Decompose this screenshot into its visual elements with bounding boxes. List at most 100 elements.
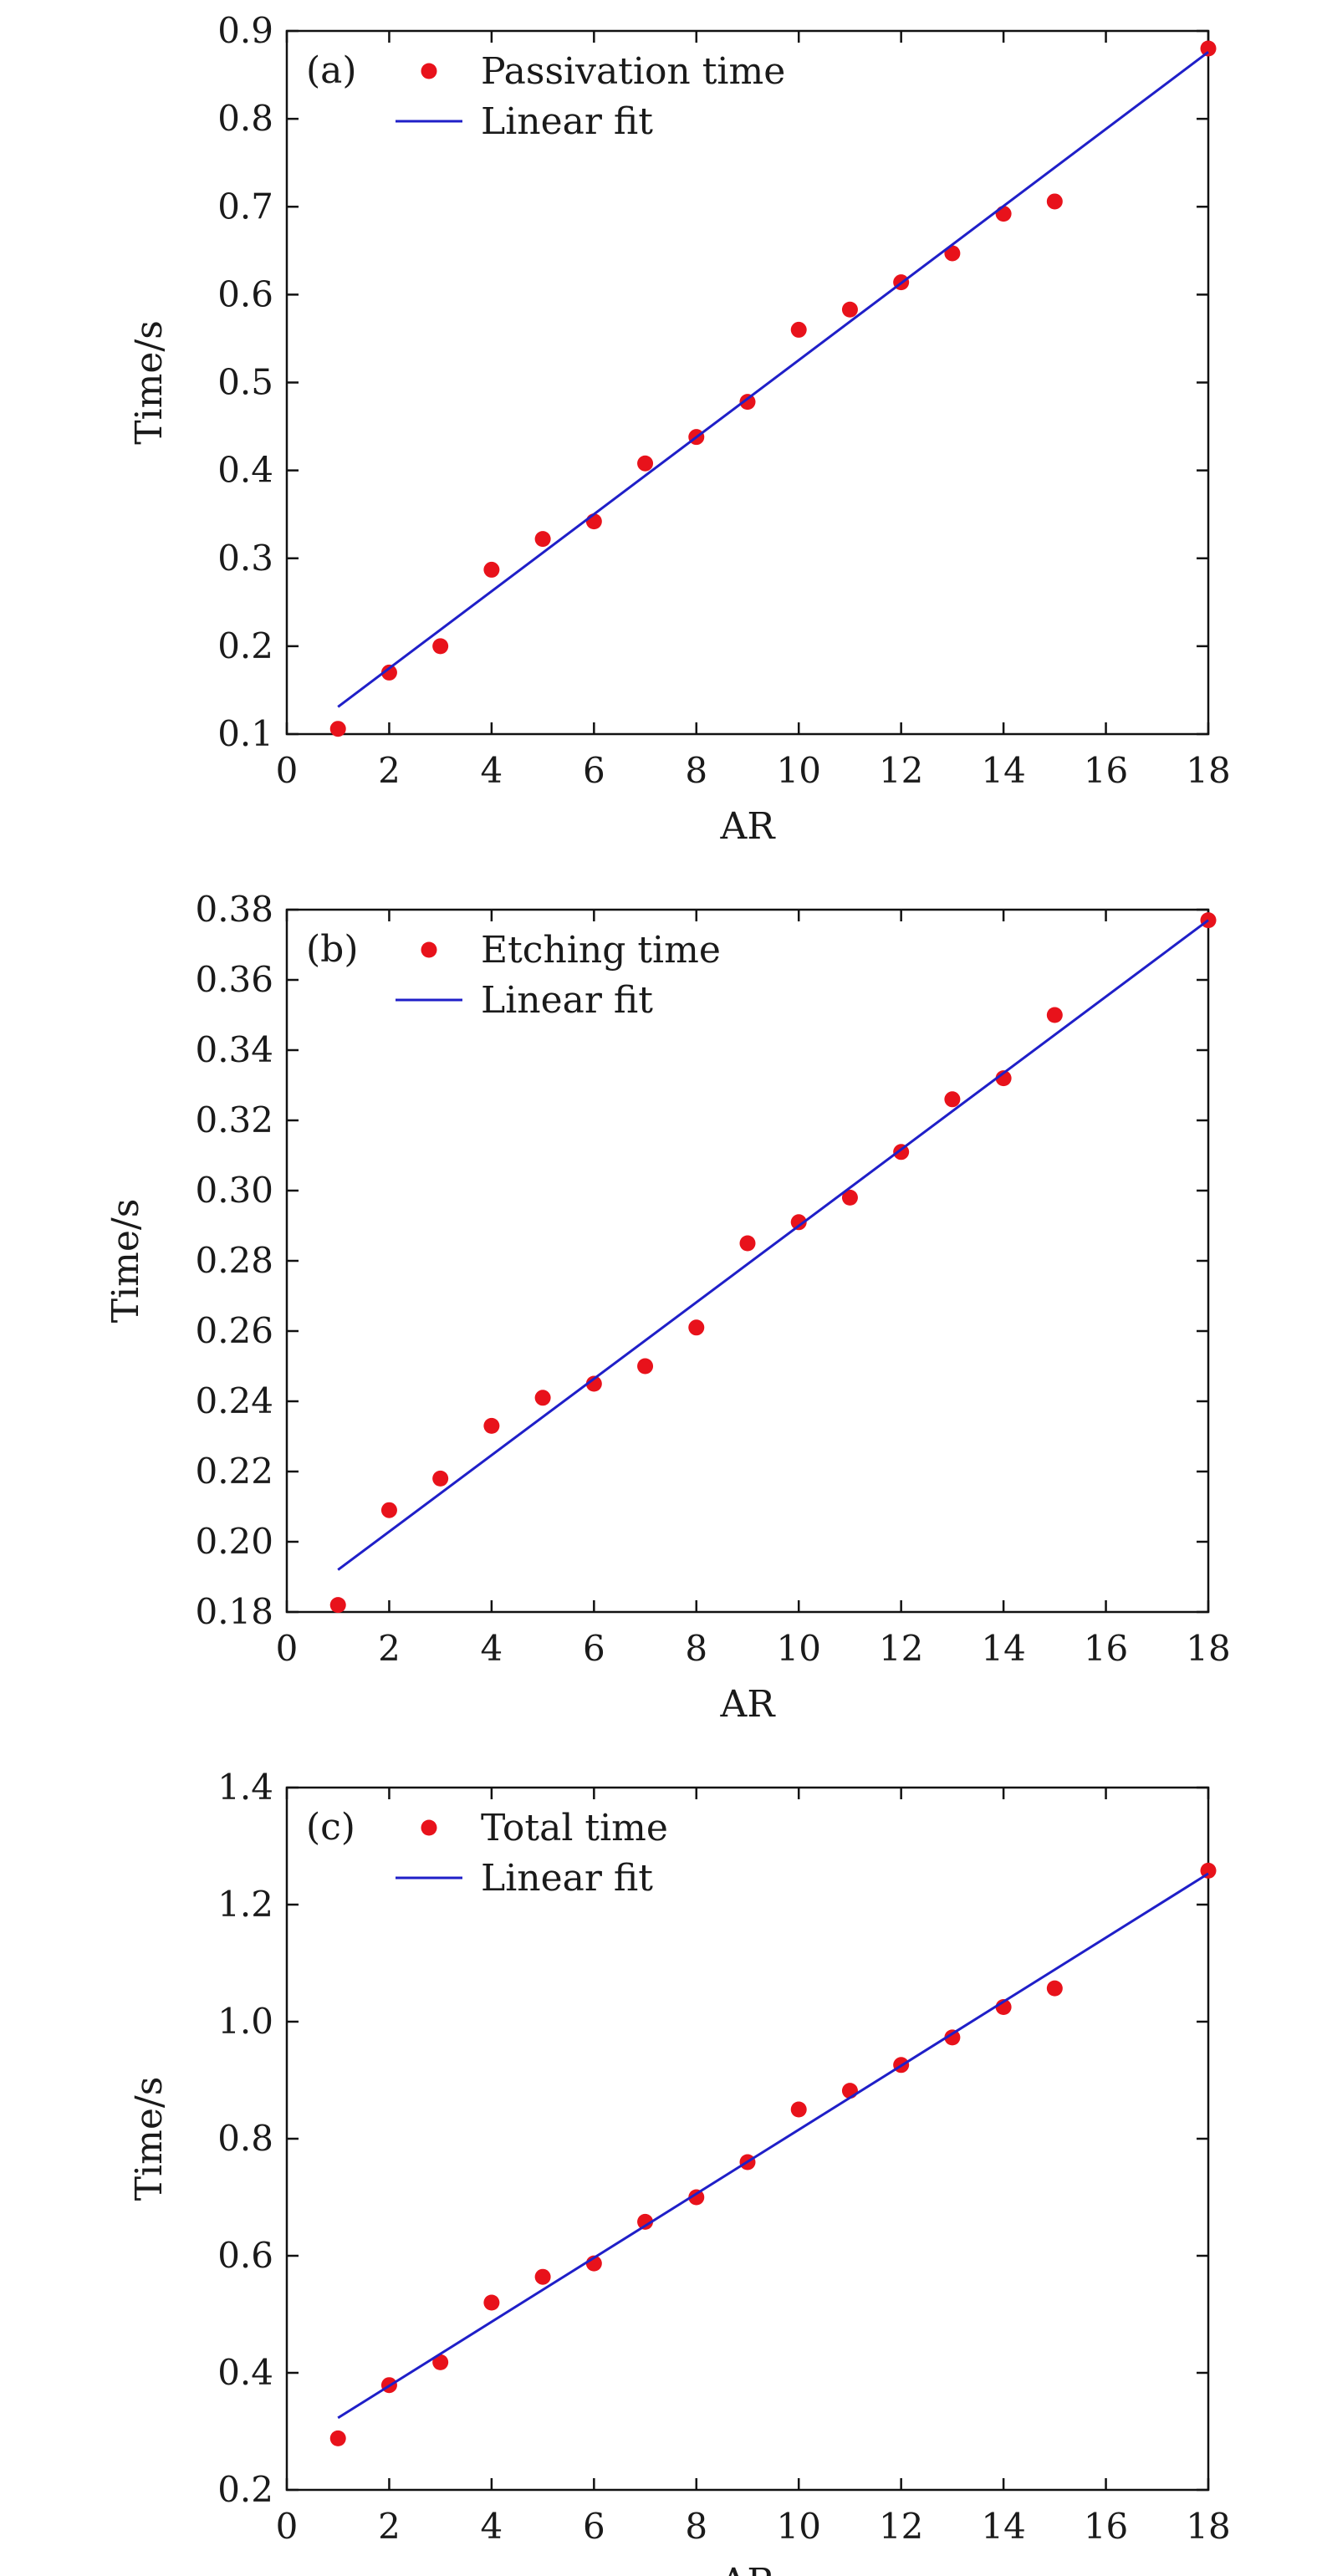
y-tick-label: 1.0 [217,2001,273,2042]
y-axis-label: Time/s [128,320,171,445]
y-tick-label: 0.8 [217,98,273,139]
y-tick-label: 0.4 [217,2352,273,2393]
y-tick-label: 0.2 [217,625,273,666]
legend-marker-swatch [421,63,437,79]
data-point [637,2213,654,2230]
y-tick-label: 0.32 [195,1099,273,1140]
x-tick-label: 10 [776,1628,820,1669]
legend-entry: Total time [481,1807,668,1849]
x-tick-label: 18 [1186,2506,1230,2547]
y-tick-label: 0.20 [195,1521,273,1562]
plot-frame [285,1786,1210,2492]
y-tick-label: 0.8 [217,2118,273,2159]
legend: Passivation time Linear fit [396,50,785,143]
y-tick-label: 0.5 [217,362,273,403]
y-tick-label: 0.30 [195,1170,273,1211]
x-axis-label: AR [720,805,777,848]
data-point [790,1214,807,1231]
x-tick-label: 4 [481,750,503,791]
data-point [585,513,602,530]
legend: Total time Linear fit [396,1807,668,1900]
chart-panel-0: 0 2 4 6 8 10 12 14 16 18 0.1 0.2 0.3 0.4 0.5 0.6 0.7 0.8 0… [128,10,1231,848]
data-point [688,2189,705,2206]
data-point [637,1358,654,1375]
y-tick-label: 1.4 [217,1767,273,1808]
x-tick-label: 14 [981,750,1025,791]
data-point [790,321,807,338]
y-tick-label: 0.4 [217,450,273,491]
data-point [739,1235,756,1252]
x-tick-label: 10 [776,750,820,791]
data-point [944,1091,961,1108]
x-tick-label: 0 [276,1628,299,1669]
x-axis-label: AR [720,2561,777,2576]
y-tick-label: 0.6 [217,2235,273,2276]
y-tick-label: 0.3 [217,538,273,579]
legend-marker-swatch [421,1819,437,1836]
x-tick-label: 8 [685,750,707,791]
linear-fit-line [337,51,1209,708]
x-tick-label: 14 [981,1628,1025,1669]
x-tick-label: 4 [481,1628,503,1669]
x-tick-label: 0 [276,2506,299,2547]
y-axis-label: Time/s [105,1199,147,1324]
x-tick-label: 2 [378,2506,401,2547]
legend-entry: Linear fit [481,979,653,1022]
legend-marker-swatch [421,941,437,958]
data-point [329,721,346,737]
linear-fit-line [337,919,1209,1571]
data-point [483,1417,500,1434]
x-tick-label: 6 [583,1628,605,1669]
y-tick-label: 1.2 [217,1884,273,1925]
y-tick-label: 0.38 [195,889,273,930]
legend-entry: Linear fit [481,100,653,143]
data-point [534,2268,551,2285]
x-tick-label: 2 [378,1628,401,1669]
x-tick-label: 8 [685,1628,707,1669]
data-point [841,301,858,318]
x-axis-label: AR [720,1683,777,1726]
y-tick-label: 0.7 [217,186,273,227]
x-tick-label: 18 [1186,1628,1230,1669]
legend-entry: Passivation time [481,50,785,93]
y-tick-label: 0.26 [195,1310,273,1351]
legend-entry: Etching time [481,929,721,972]
x-tick-label: 14 [981,2506,1025,2547]
data-point [995,1070,1012,1087]
data-point [483,2294,500,2311]
data-point [944,2029,961,2046]
x-tick-label: 10 [776,2506,820,2547]
y-tick-label: 0.6 [217,273,273,314]
x-tick-label: 16 [1084,750,1128,791]
chart-panel-1: 0 2 4 6 8 10 12 14 16 18 0.18 0.20 0.22 0.24 0.26 0.28 0… [105,889,1231,1726]
x-tick-label: 0 [276,750,299,791]
data-point [637,455,654,472]
x-tick-label: 2 [378,750,401,791]
y-tick-label: 0.24 [195,1380,273,1421]
y-tick-label: 0.36 [195,959,273,1000]
data-point [1046,1007,1063,1023]
data-point [534,1390,551,1406]
panel-label: (a) [306,49,357,92]
data-point [432,1470,449,1487]
data-point [432,2354,449,2370]
data-point [585,1375,602,1392]
y-tick-label: 0.28 [195,1240,273,1281]
data-point [534,531,551,548]
x-tick-label: 18 [1186,750,1230,791]
data-point [688,1319,705,1336]
data-point [1046,1980,1063,1997]
linear-fit-line [337,1872,1209,2420]
data-point [483,561,500,578]
data-point [380,664,397,681]
x-tick-label: 6 [583,2506,605,2547]
y-axis-label: Time/s [128,2077,171,2201]
x-tick-label: 16 [1084,1628,1128,1669]
x-tick-label: 12 [879,1628,923,1669]
legend: Etching time Linear fit [396,929,721,1022]
chart-panel-2: 0 2 4 6 8 10 12 14 16 18 0.2 0.4 0.6 0.8 1.0 1.2 1.4 AR Ti… [128,1767,1231,2576]
y-tick-label: 0.34 [195,1029,273,1070]
data-point [329,2430,346,2446]
panel-label: (c) [306,1806,355,1849]
